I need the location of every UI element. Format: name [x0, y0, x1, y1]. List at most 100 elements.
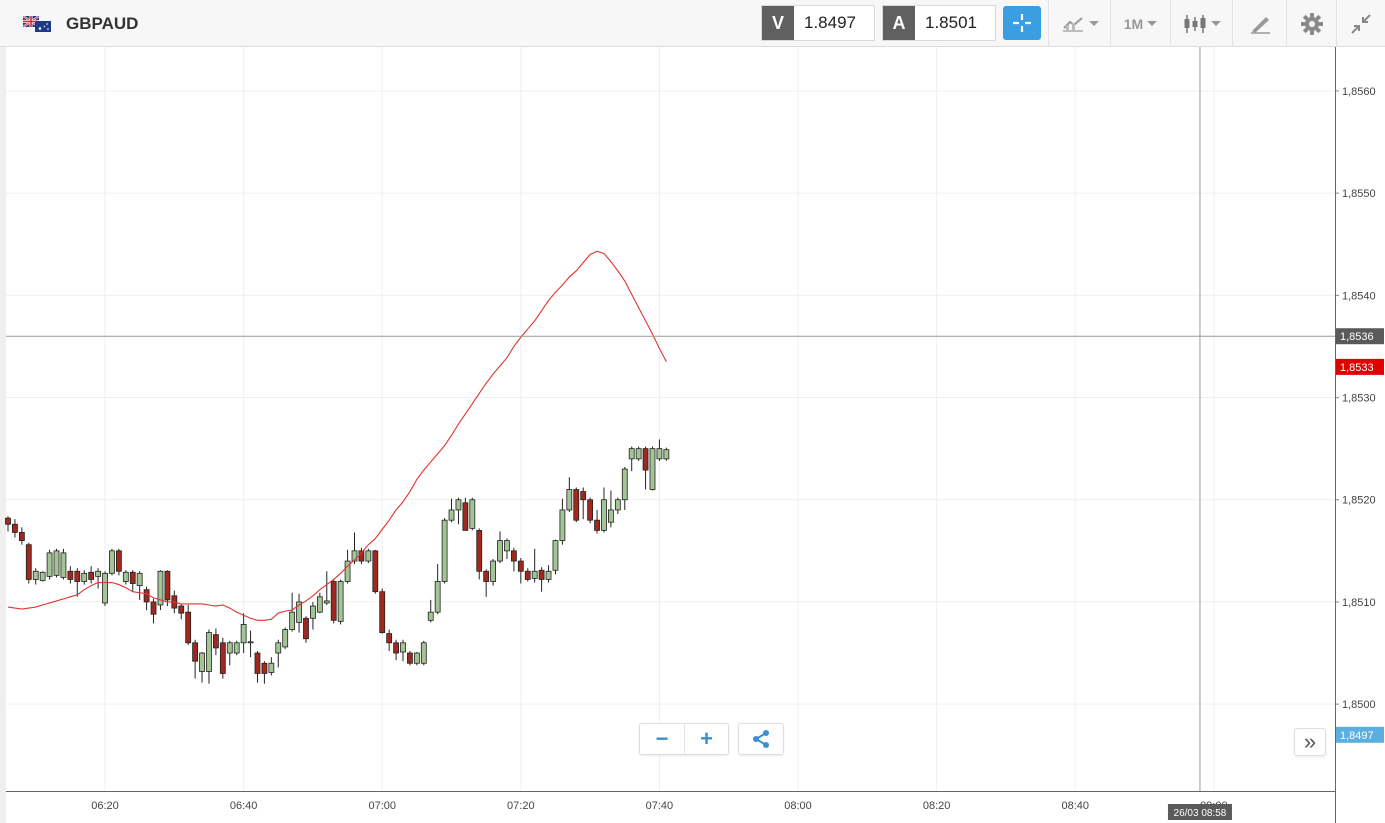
candle: [476, 528, 483, 580]
candle-body: [25, 544, 32, 580]
candle-body: [261, 662, 268, 674]
ask-price-tag: 1,8533: [1336, 358, 1384, 375]
crosshair-button[interactable]: [1003, 6, 1041, 40]
candle: [483, 569, 490, 597]
candle: [53, 548, 60, 578]
candle: [289, 592, 296, 632]
candle-body: [289, 611, 296, 630]
candle: [365, 548, 372, 564]
candle-body: [268, 662, 275, 673]
timeframe-button[interactable]: 1M: [1110, 0, 1170, 47]
price-chart[interactable]: 06:20 06:40 07:00 07:20 07:40 08:00 08:20 08:40…: [0, 47, 1385, 823]
chart-toolbar: GBPAUD V 1.8497 A 1.8501 1M: [0, 0, 1385, 47]
candle-body: [275, 642, 282, 654]
candle-body: [192, 642, 199, 662]
candle-body: [594, 519, 600, 531]
candle: [663, 447, 670, 461]
x-tick-label: 06:20: [91, 800, 119, 812]
scroll-to-latest-button[interactable]: »: [1294, 728, 1326, 756]
candle: [497, 531, 503, 564]
candle-body: [614, 499, 621, 511]
candle-body: [254, 652, 261, 674]
candle-body: [296, 601, 302, 623]
candle: [212, 628, 219, 656]
candle: [164, 570, 171, 607]
candle-body: [206, 632, 212, 672]
gear-icon: [1300, 12, 1323, 35]
buy-price: 1.8501: [925, 13, 977, 32]
candle-body: [226, 642, 233, 654]
candle: [32, 568, 39, 585]
settings-button[interactable]: [1286, 0, 1336, 47]
y-tick-label: 1,8550: [1342, 188, 1376, 200]
candle: [573, 487, 580, 523]
candle: [538, 567, 545, 592]
collapse-button[interactable]: [1336, 0, 1385, 47]
candle: [199, 652, 205, 683]
candle-body: [628, 448, 635, 460]
candle-body: [601, 499, 607, 531]
candle-body: [212, 634, 219, 649]
candle-body: [157, 570, 164, 606]
bid-price-tag: 1,8497: [1336, 726, 1384, 743]
timeframe-label: 1M: [1123, 15, 1144, 32]
candle: [379, 588, 386, 634]
zoom-out-button[interactable]: −: [655, 726, 669, 751]
candle-body: [233, 642, 240, 654]
moving-average-line: [7, 250, 667, 621]
symbol-label: GBPAUD: [66, 14, 139, 33]
candle-body: [559, 509, 566, 542]
buy-price-box[interactable]: A 1.8501: [882, 5, 996, 41]
candle-body: [185, 611, 192, 644]
buy-label: A: [883, 6, 915, 40]
crosshair-price-tag: 1,8536: [1336, 328, 1384, 345]
candle: [192, 639, 199, 679]
candle: [587, 497, 594, 524]
candle: [39, 571, 46, 582]
candle-body: [310, 605, 316, 619]
candle-body: [316, 596, 323, 613]
candle-body: [60, 552, 67, 578]
candle-body: [372, 550, 379, 593]
candle: [524, 568, 531, 582]
candle: [303, 616, 309, 643]
candle-body: [365, 550, 372, 562]
y-tick-label: 1,8520: [1342, 495, 1376, 507]
candle-body: [67, 570, 74, 580]
candle-body: [393, 642, 399, 654]
candle-body: [323, 600, 330, 604]
candle: [143, 586, 150, 611]
candle: [102, 571, 108, 607]
candle-body: [164, 570, 171, 601]
candle: [323, 571, 330, 605]
crosshair-time-tag-text: 26/03 08:58: [1174, 808, 1227, 819]
candle-body: [129, 571, 136, 584]
candle: [504, 538, 510, 560]
chevron-down-icon: [1210, 21, 1221, 26]
share-button[interactable]: [738, 723, 784, 755]
candle: [226, 640, 233, 666]
candle-body: [573, 489, 580, 521]
candle: [12, 519, 18, 538]
crosshair-time-tag: 26/03 08:58: [1167, 804, 1232, 820]
candle-body: [386, 633, 393, 644]
candle-body: [462, 502, 469, 531]
candle: [240, 613, 247, 654]
candle: [400, 639, 406, 662]
candle: [434, 564, 441, 615]
candle: [490, 559, 497, 586]
candle: [441, 518, 448, 584]
drawing-tools-button[interactable]: [1232, 0, 1286, 47]
candle: [18, 527, 25, 545]
chart-type-button[interactable]: [1048, 0, 1110, 47]
candle: [178, 603, 185, 620]
chevron-down-icon: [1088, 21, 1099, 26]
zoom-in-button[interactable]: +: [684, 724, 728, 754]
x-tick-label: 07:20: [507, 800, 535, 812]
candle: [282, 627, 289, 649]
sell-price-box[interactable]: V 1.8497: [761, 5, 875, 41]
zoom-controls: − +: [639, 723, 729, 755]
candle-body: [524, 570, 531, 580]
candle: [372, 549, 379, 594]
candle-style-button[interactable]: [1170, 0, 1232, 47]
